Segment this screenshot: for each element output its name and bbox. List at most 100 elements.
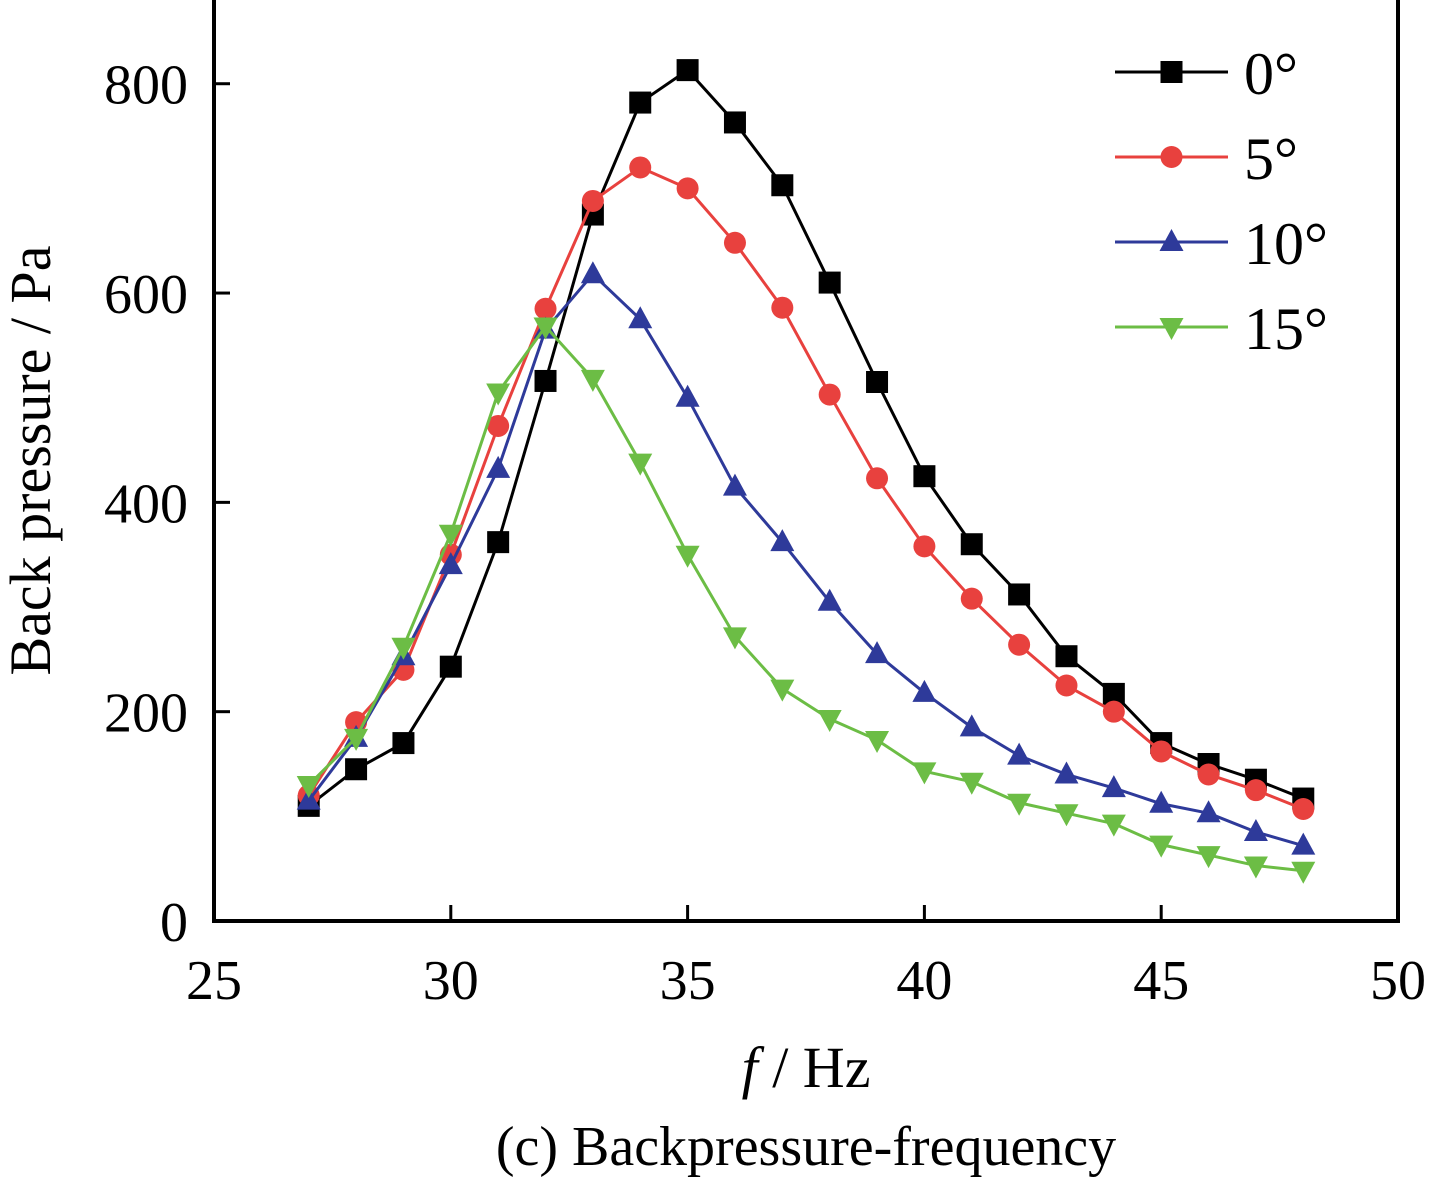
data-point: [770, 679, 795, 702]
data-point: [534, 297, 557, 320]
data-point: [1196, 846, 1221, 869]
data-point: [675, 384, 700, 407]
data-point: [1054, 804, 1079, 827]
data-point: [818, 271, 841, 294]
legend-item: 0°: [1115, 41, 1298, 107]
legend-marker: [1159, 318, 1184, 340]
y-axis-label: Back pressure / Pa: [0, 245, 63, 675]
legend: 0° 5° 10° 15°: [1115, 41, 1328, 362]
data-point: [1291, 832, 1316, 855]
series-line: [307, 325, 1304, 873]
x-tick-label: 35: [660, 950, 716, 1012]
legend-label: 15°: [1244, 296, 1328, 362]
legend-label: 10°: [1244, 211, 1328, 277]
y-tick-label: 200: [104, 683, 188, 745]
plot-series: [296, 59, 1316, 884]
data-point: [865, 641, 890, 664]
data-point: [486, 455, 511, 478]
data-point: [1008, 633, 1031, 656]
data-point: [1244, 779, 1267, 802]
data-point: [580, 261, 605, 284]
data-point: [533, 317, 558, 340]
data-point: [391, 637, 416, 660]
data-point: [676, 59, 699, 82]
data-point: [723, 231, 746, 254]
data-point: [628, 306, 653, 329]
axis-ticks: 25 30 35 40 45 50 0 200 400 600 800: [104, 55, 1426, 1012]
data-point: [629, 91, 652, 114]
data-point: [959, 714, 984, 737]
legend-marker: [1160, 146, 1183, 168]
data-point: [675, 545, 700, 568]
data-point: [1243, 856, 1268, 879]
x-tick-label: 25: [186, 950, 242, 1012]
data-point: [676, 177, 699, 200]
data-point: [1101, 814, 1126, 837]
data-point: [296, 775, 321, 798]
data-point: [580, 369, 605, 392]
data-point: [866, 371, 889, 394]
data-point: [912, 679, 937, 702]
data-point: [723, 111, 746, 134]
x-tick-label: 45: [1133, 950, 1189, 1012]
data-point: [487, 414, 510, 437]
data-point: [1055, 674, 1078, 697]
data-point: [1054, 761, 1079, 784]
data-point: [1149, 790, 1174, 813]
legend-marker: [1160, 61, 1183, 83]
legend-marker: [1159, 229, 1184, 251]
data-point: [296, 787, 321, 810]
legend-label: 5°: [1244, 126, 1298, 192]
data-point: [865, 730, 890, 753]
data-point: [771, 174, 794, 197]
data-point: [486, 383, 511, 406]
x-tick-label: 40: [896, 950, 952, 1012]
data-point: [771, 296, 794, 319]
data-point: [1101, 775, 1126, 798]
data-point: [345, 758, 368, 781]
y-tick-label: 0: [160, 892, 188, 954]
x-tick-label: 50: [1370, 950, 1426, 1012]
data-point: [818, 383, 841, 406]
data-point: [628, 453, 653, 476]
data-point: [581, 189, 604, 212]
data-point: [534, 369, 557, 392]
y-tick-label: 800: [104, 55, 188, 117]
data-point: [817, 710, 842, 733]
data-point: [912, 762, 937, 785]
series-0: [297, 59, 1315, 817]
x-tick-label: 30: [423, 950, 479, 1012]
data-point: [1243, 819, 1268, 842]
data-point: [866, 467, 889, 490]
series-2: [296, 261, 1316, 855]
series-line: [307, 68, 1304, 808]
data-point: [1150, 740, 1173, 763]
series-line: [307, 165, 1304, 811]
data-point: [960, 533, 983, 556]
data-point: [770, 529, 795, 552]
data-point: [1102, 682, 1125, 705]
data-point: [629, 156, 652, 179]
data-point: [913, 535, 936, 558]
data-point: [1007, 793, 1032, 816]
series-line: [307, 272, 1304, 848]
data-point: [438, 552, 463, 575]
data-point: [438, 524, 463, 547]
x-axis-label: f / Hz: [742, 1035, 871, 1100]
series-1: [297, 156, 1315, 821]
legend-item: 10°: [1115, 211, 1328, 277]
legend-label: 0°: [1244, 41, 1298, 107]
data-point: [1102, 700, 1125, 723]
data-point: [1008, 583, 1031, 606]
data-point: [1149, 835, 1174, 858]
data-point: [960, 587, 983, 610]
plot-frame: [212, 0, 1400, 923]
data-point: [913, 465, 936, 488]
data-point: [722, 627, 747, 650]
data-point: [392, 732, 415, 755]
data-point: [344, 728, 369, 751]
data-point: [439, 655, 462, 678]
x-axis-label-unit: / Hz: [758, 1035, 871, 1100]
data-point: [1196, 800, 1221, 823]
